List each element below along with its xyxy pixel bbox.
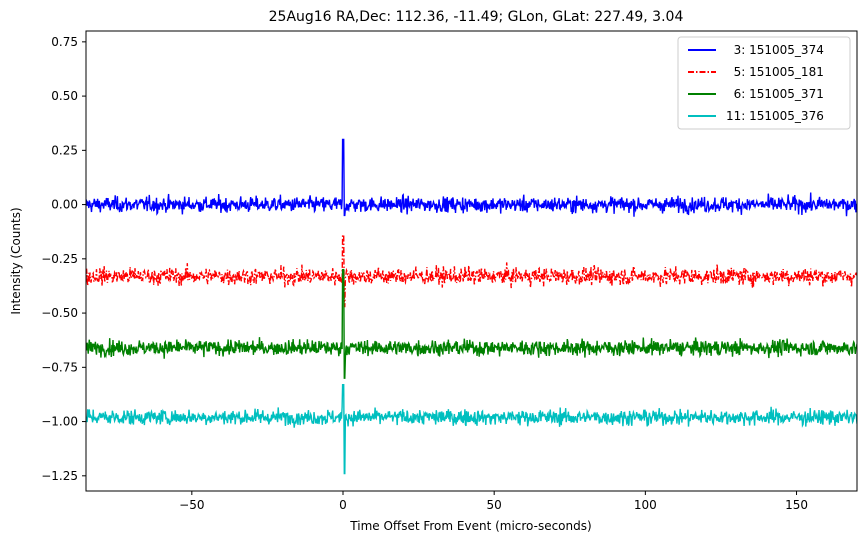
x-tick-label: 100 (634, 498, 657, 512)
y-tick-label: −0.50 (41, 306, 78, 320)
x-tick-label: 50 (487, 498, 502, 512)
y-tick-label: −1.00 (41, 415, 78, 429)
x-tick-label: −50 (179, 498, 204, 512)
y-tick-label: −0.75 (41, 360, 78, 374)
series-line-1 (86, 234, 857, 308)
x-tick-label: 0 (339, 498, 347, 512)
series-line-0 (86, 138, 857, 217)
legend-label: 3: 151005_374 (726, 43, 824, 57)
y-axis: 0.75 0.50 0.25 0.00 −0.25 −0.50 −0.75 −1.00 −1.2… (41, 35, 86, 483)
x-axis-label: Time Offset From Event (micro-seconds) (349, 519, 591, 533)
legend-box (677, 36, 851, 130)
plot-frame (85, 30, 858, 492)
legend-label: 5: 151005_181 (726, 65, 824, 79)
chart-title: 25Aug16 RA,Dec: 112.36, -11.49; GLon, GL… (269, 9, 684, 25)
y-tick-label: 0.00 (51, 198, 78, 212)
y-tick-label: −1.25 (41, 469, 78, 483)
series-line-2 (86, 269, 857, 379)
y-tick-label: 0.75 (51, 35, 78, 49)
y-tick-label: 0.25 (51, 143, 78, 157)
series-line-3 (86, 384, 857, 475)
legend-label: 6: 151005_371 (726, 87, 824, 101)
x-tick-label: 150 (785, 498, 808, 512)
x-axis: −50 0 50 100 150 (179, 491, 808, 512)
legend-label: 11: 151005_376 (726, 109, 824, 123)
y-axis-label: Intensity (Counts) (9, 207, 23, 314)
legend: 3: 151005_374 5: 151005_181 6: 151005_37… (677, 36, 851, 130)
plot-area (86, 138, 857, 475)
y-tick-label: −0.25 (41, 252, 78, 266)
y-tick-label: 0.50 (51, 89, 78, 103)
